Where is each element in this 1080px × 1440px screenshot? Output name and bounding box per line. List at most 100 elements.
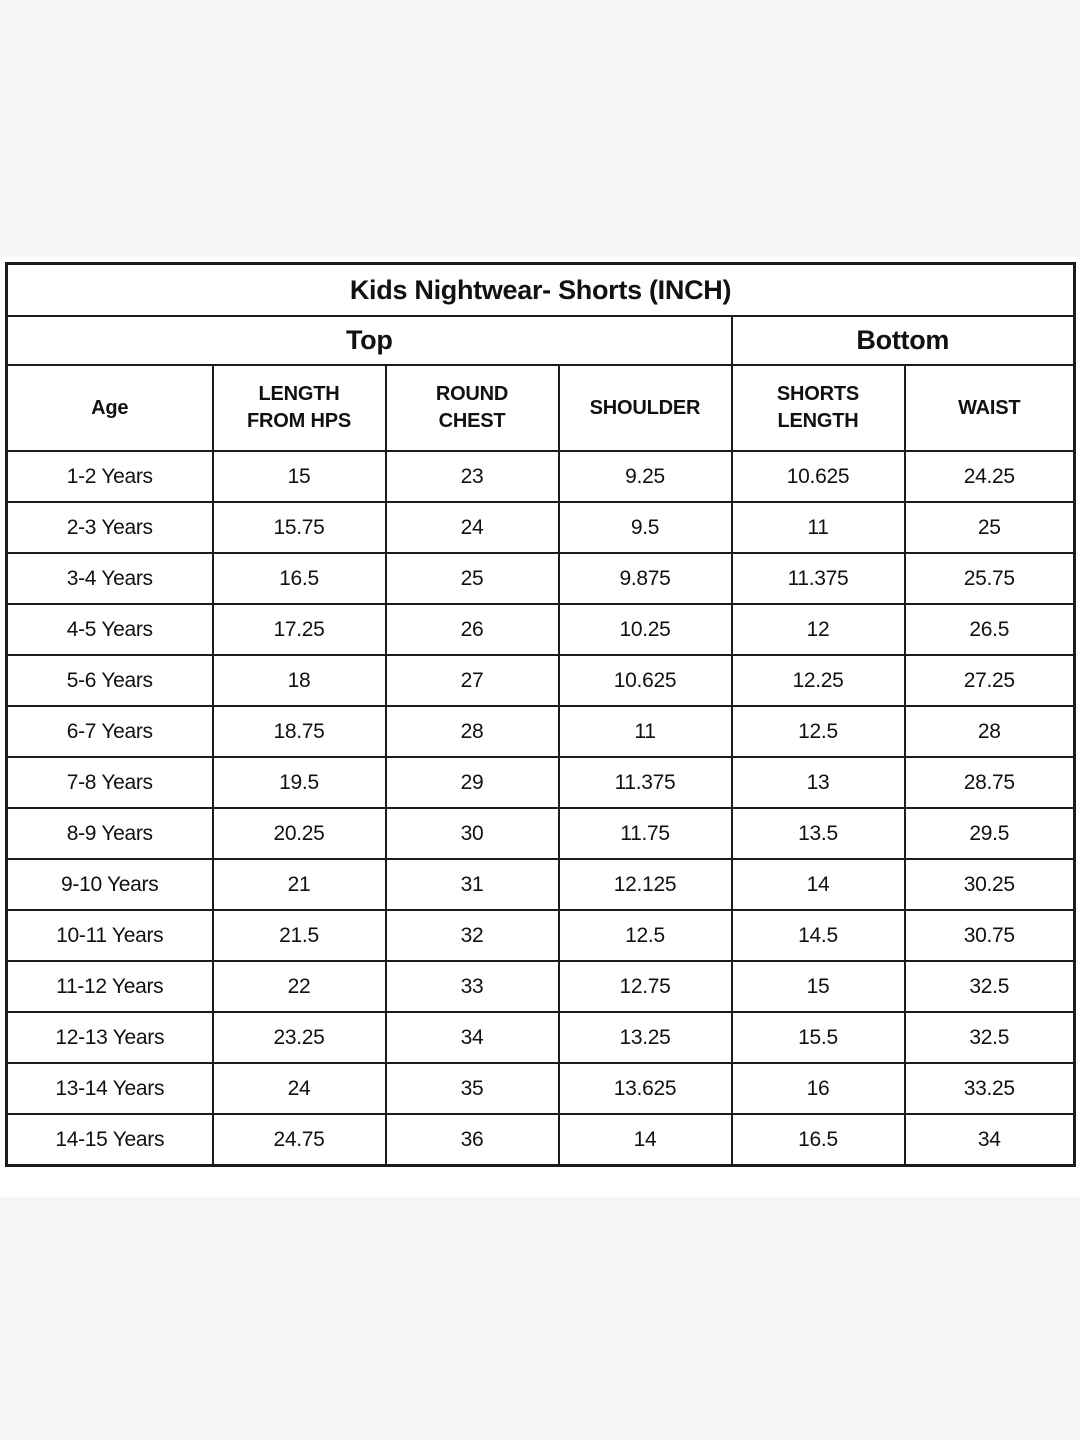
measurement-cell: 18.75 bbox=[211, 705, 387, 758]
measurement-cell: 28 bbox=[384, 705, 560, 758]
table-row: 8-9 Years 20.25 30 11.75 13.5 29.5 bbox=[5, 807, 1076, 860]
table-row: 12-13 Years 23.25 34 13.25 15.5 32.5 bbox=[5, 1011, 1076, 1064]
table-title: Kids Nightwear- Shorts (INCH) bbox=[5, 262, 1076, 317]
age-cell: 10-11 Years bbox=[5, 909, 214, 962]
measurement-cell: 32.5 bbox=[903, 1011, 1076, 1064]
measurement-cell: 16.5 bbox=[730, 1113, 906, 1167]
column-header: WAIST bbox=[903, 364, 1076, 452]
measurement-cell: 13.5 bbox=[730, 807, 906, 860]
measurement-cell: 32.5 bbox=[903, 960, 1076, 1013]
age-cell: 9-10 Years bbox=[5, 858, 214, 911]
measurement-cell: 13.25 bbox=[557, 1011, 733, 1064]
measurement-cell: 34 bbox=[903, 1113, 1076, 1167]
group-header-row: Top Bottom bbox=[5, 315, 1076, 366]
measurement-cell: 15.75 bbox=[211, 501, 387, 554]
measurement-cell: 15.5 bbox=[730, 1011, 906, 1064]
measurement-cell: 24 bbox=[211, 1062, 387, 1115]
measurement-cell: 22 bbox=[211, 960, 387, 1013]
measurement-cell: 23.25 bbox=[211, 1011, 387, 1064]
measurement-cell: 10.625 bbox=[557, 654, 733, 707]
table-row: 14-15 Years 24.75 36 14 16.5 34 bbox=[5, 1113, 1076, 1167]
measurement-cell: 25 bbox=[903, 501, 1076, 554]
measurement-cell: 11.75 bbox=[557, 807, 733, 860]
table-body: 1-2 Years 15 23 9.25 10.625 24.25 2-3 Years 15.… bbox=[5, 450, 1076, 1167]
measurement-cell: 28.75 bbox=[903, 756, 1076, 809]
group-header-top: Top bbox=[5, 315, 733, 366]
age-cell: 3-4 Years bbox=[5, 552, 214, 605]
age-cell: 11-12 Years bbox=[5, 960, 214, 1013]
measurement-cell: 14 bbox=[557, 1113, 733, 1167]
measurement-cell: 23 bbox=[384, 450, 560, 503]
measurement-cell: 10.25 bbox=[557, 603, 733, 656]
table-row: 3-4 Years 16.5 25 9.875 11.375 25.75 bbox=[5, 552, 1076, 605]
measurement-cell: 9.875 bbox=[557, 552, 733, 605]
measurement-cell: 13 bbox=[730, 756, 906, 809]
measurement-cell: 30 bbox=[384, 807, 560, 860]
age-cell: 2-3 Years bbox=[5, 501, 214, 554]
measurement-cell: 14 bbox=[730, 858, 906, 911]
table-row: 4-5 Years 17.25 26 10.25 12 26.5 bbox=[5, 603, 1076, 656]
measurement-cell: 33 bbox=[384, 960, 560, 1013]
size-chart-panel: Kids Nightwear- Shorts (INCH) Top Bottom… bbox=[0, 257, 1080, 1197]
measurement-cell: 12 bbox=[730, 603, 906, 656]
measurement-cell: 16.5 bbox=[211, 552, 387, 605]
table-row: 10-11 Years 21.5 32 12.5 14.5 30.75 bbox=[5, 909, 1076, 962]
measurement-cell: 34 bbox=[384, 1011, 560, 1064]
age-cell: 12-13 Years bbox=[5, 1011, 214, 1064]
age-cell: 8-9 Years bbox=[5, 807, 214, 860]
age-cell: 4-5 Years bbox=[5, 603, 214, 656]
measurement-cell: 26 bbox=[384, 603, 560, 656]
measurement-cell: 10.625 bbox=[730, 450, 906, 503]
table-row: 1-2 Years 15 23 9.25 10.625 24.25 bbox=[5, 450, 1076, 503]
measurement-cell: 28 bbox=[903, 705, 1076, 758]
measurement-cell: 31 bbox=[384, 858, 560, 911]
table-row: 9-10 Years 21 31 12.125 14 30.25 bbox=[5, 858, 1076, 911]
measurement-cell: 15 bbox=[730, 960, 906, 1013]
table-row: 11-12 Years 22 33 12.75 15 32.5 bbox=[5, 960, 1076, 1013]
measurement-cell: 12.75 bbox=[557, 960, 733, 1013]
column-header: Age bbox=[5, 364, 214, 452]
measurement-cell: 36 bbox=[384, 1113, 560, 1167]
age-cell: 13-14 Years bbox=[5, 1062, 214, 1115]
column-header: ROUND CHEST bbox=[384, 364, 560, 452]
measurement-cell: 15 bbox=[211, 450, 387, 503]
measurement-cell: 19.5 bbox=[211, 756, 387, 809]
measurement-cell: 35 bbox=[384, 1062, 560, 1115]
age-cell: 5-6 Years bbox=[5, 654, 214, 707]
age-cell: 6-7 Years bbox=[5, 705, 214, 758]
measurement-cell: 12.125 bbox=[557, 858, 733, 911]
table-row: 13-14 Years 24 35 13.625 16 33.25 bbox=[5, 1062, 1076, 1115]
measurement-cell: 29 bbox=[384, 756, 560, 809]
column-header: SHOULDER bbox=[557, 364, 733, 452]
measurement-cell: 25.75 bbox=[903, 552, 1076, 605]
measurement-cell: 30.25 bbox=[903, 858, 1076, 911]
measurement-cell: 11 bbox=[557, 705, 733, 758]
group-header-bottom: Bottom bbox=[730, 315, 1076, 366]
age-cell: 1-2 Years bbox=[5, 450, 214, 503]
column-header-row: Age LENGTH FROM HPS ROUND CHEST SHOULDER SHO… bbox=[5, 364, 1076, 452]
measurement-cell: 24.75 bbox=[211, 1113, 387, 1167]
measurement-cell: 11.375 bbox=[730, 552, 906, 605]
table-row: 6-7 Years 18.75 28 11 12.5 28 bbox=[5, 705, 1076, 758]
measurement-cell: 9.25 bbox=[557, 450, 733, 503]
measurement-cell: 12.5 bbox=[730, 705, 906, 758]
measurement-cell: 33.25 bbox=[903, 1062, 1076, 1115]
measurement-cell: 11 bbox=[730, 501, 906, 554]
title-row: Kids Nightwear- Shorts (INCH) bbox=[5, 262, 1076, 317]
table-row: 5-6 Years 18 27 10.625 12.25 27.25 bbox=[5, 654, 1076, 707]
measurement-cell: 9.5 bbox=[557, 501, 733, 554]
table-row: 2-3 Years 15.75 24 9.5 11 25 bbox=[5, 501, 1076, 554]
measurement-cell: 24 bbox=[384, 501, 560, 554]
measurement-cell: 29.5 bbox=[903, 807, 1076, 860]
column-header: SHORTS LENGTH bbox=[730, 364, 906, 452]
measurement-cell: 26.5 bbox=[903, 603, 1076, 656]
measurement-cell: 14.5 bbox=[730, 909, 906, 962]
measurement-cell: 11.375 bbox=[557, 756, 733, 809]
measurement-cell: 12.5 bbox=[557, 909, 733, 962]
measurement-cell: 13.625 bbox=[557, 1062, 733, 1115]
measurement-cell: 24.25 bbox=[903, 450, 1076, 503]
size-chart-table: Kids Nightwear- Shorts (INCH) Top Bottom… bbox=[5, 262, 1077, 1167]
age-cell: 14-15 Years bbox=[5, 1113, 214, 1167]
age-cell: 7-8 Years bbox=[5, 756, 214, 809]
measurement-cell: 30.75 bbox=[903, 909, 1076, 962]
